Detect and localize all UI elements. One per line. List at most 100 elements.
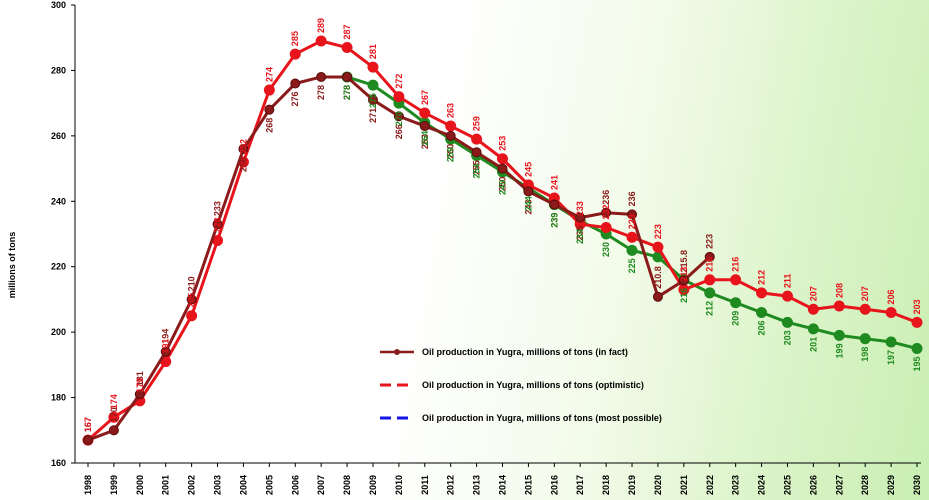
- data-label: 276: [290, 92, 300, 107]
- y-tick-label: 260: [51, 131, 66, 141]
- x-tick-label: 2008: [342, 475, 352, 495]
- data-point: [108, 425, 119, 436]
- data-label: 236: [627, 191, 637, 206]
- x-tick-label: 2024: [757, 475, 767, 495]
- data-label: 210: [187, 276, 197, 291]
- data-point: [730, 297, 742, 309]
- data-label: 289: [316, 18, 326, 33]
- data-point: [704, 274, 716, 286]
- data-label: 223: [705, 234, 715, 249]
- x-tick-label: 2001: [161, 475, 171, 495]
- data-label: 213: [679, 267, 689, 282]
- data-point: [316, 71, 327, 82]
- data-point: [471, 133, 483, 145]
- data-label: 235: [575, 226, 585, 241]
- data-point: [704, 287, 716, 299]
- data-label: 260: [446, 144, 456, 159]
- data-label: 223: [653, 224, 663, 239]
- data-point: [238, 143, 249, 154]
- data-label: 275: [368, 93, 378, 108]
- data-label: 239: [549, 213, 559, 228]
- y-tick-label: 200: [51, 327, 66, 337]
- data-point: [497, 163, 508, 174]
- data-label: 197: [886, 350, 896, 365]
- x-tick-label: 2009: [368, 475, 378, 495]
- data-label: 256: [238, 157, 248, 172]
- data-label: 233: [575, 201, 585, 216]
- data-label: 207: [808, 286, 818, 301]
- x-tick-label: 2002: [187, 475, 197, 495]
- data-point: [833, 300, 845, 312]
- x-tick-label: 2005: [264, 475, 274, 495]
- data-label: 208: [834, 283, 844, 298]
- data-label: 167: [83, 417, 93, 432]
- data-label: 259: [446, 147, 456, 162]
- data-point: [523, 186, 534, 197]
- legend-label: Oil production in Yugra, millions of ton…: [422, 380, 644, 390]
- data-label: 249: [498, 180, 508, 195]
- data-point: [704, 251, 715, 262]
- x-tick-label: 2006: [290, 475, 300, 495]
- x-tick-label: 2014: [498, 475, 508, 495]
- x-tick-label: 2019: [627, 475, 637, 495]
- data-label: 216: [679, 288, 689, 303]
- data-label: 179: [135, 378, 145, 393]
- data-point: [212, 219, 223, 230]
- x-tick-label: 2007: [316, 475, 326, 495]
- x-tick-label: 2028: [860, 475, 870, 495]
- data-label: 174: [109, 394, 119, 409]
- data-label: 216: [705, 257, 715, 272]
- data-point: [290, 78, 301, 89]
- data-point: [833, 329, 845, 341]
- data-label: 274: [264, 67, 274, 82]
- data-point: [134, 389, 145, 400]
- data-label: 263: [446, 103, 456, 118]
- data-point: [756, 287, 768, 299]
- data-point: [626, 244, 638, 256]
- x-tick-label: 2018: [601, 475, 611, 495]
- x-tick-label: 2027: [834, 475, 844, 495]
- data-point: [885, 336, 897, 348]
- data-label: 212: [757, 270, 767, 285]
- data-point: [627, 209, 638, 220]
- series-layer: [82, 35, 923, 446]
- data-label: 232: [601, 204, 611, 219]
- data-point: [600, 221, 612, 233]
- data-point: [911, 316, 923, 328]
- data-label: 225: [627, 258, 637, 273]
- x-tick-label: 2025: [782, 475, 792, 495]
- x-tick-label: 2012: [446, 475, 456, 495]
- data-point: [289, 48, 301, 60]
- data-label: 205: [187, 293, 197, 308]
- data-point: [807, 303, 819, 315]
- x-tick-label: 2020: [653, 475, 663, 495]
- y-tick-label: 220: [51, 262, 66, 272]
- y-tick-label: 240: [51, 196, 66, 206]
- data-point: [575, 212, 586, 223]
- data-point: [445, 120, 457, 132]
- data-point: [419, 121, 430, 132]
- data-label: 270: [394, 111, 404, 126]
- y-axis-title: millions of tons: [7, 232, 17, 299]
- data-label: 285: [290, 31, 300, 46]
- data-point: [756, 307, 768, 319]
- x-tick-label: 2004: [238, 475, 248, 495]
- data-label: 268: [264, 118, 274, 133]
- x-tick-label: 2010: [394, 475, 404, 495]
- data-point: [859, 333, 871, 345]
- data-point: [885, 307, 897, 319]
- x-tick-label: 1999: [109, 475, 119, 495]
- legend: Oil production in Yugra, millions of ton…: [380, 347, 662, 423]
- data-point: [419, 107, 431, 119]
- data-label: 266: [394, 124, 404, 139]
- data-point: [730, 274, 742, 286]
- data-point: [342, 71, 353, 82]
- data-label: 229: [627, 214, 637, 229]
- data-point: [393, 111, 404, 122]
- y-tick-label: 300: [51, 0, 66, 10]
- data-point: [652, 291, 663, 302]
- data-label: 252: [238, 139, 248, 154]
- x-tick-label: 2022: [705, 475, 715, 495]
- data-label: 281: [368, 44, 378, 59]
